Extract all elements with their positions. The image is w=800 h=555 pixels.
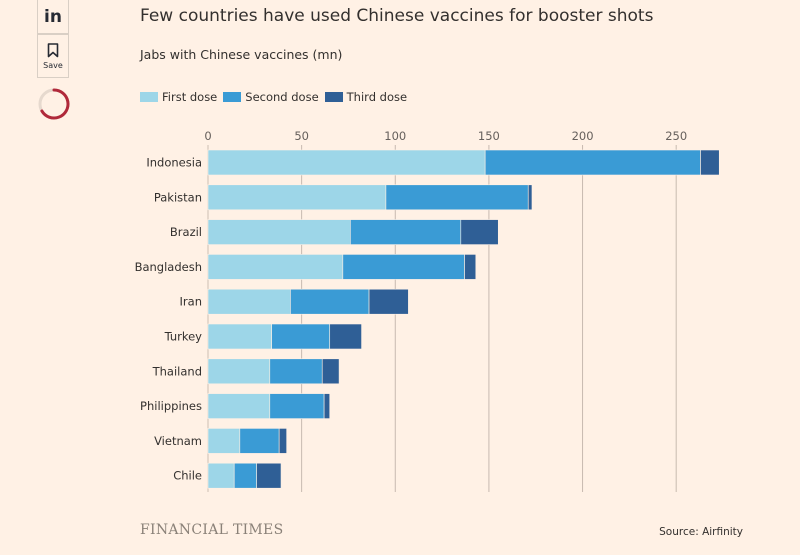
share-rail: in Save <box>37 0 71 78</box>
linkedin-share-button[interactable]: in <box>37 0 69 34</box>
chart-subtitle: Jabs with Chinese vaccines (mn) <box>140 47 343 62</box>
x-tick-label: 100 <box>384 129 406 143</box>
bar-second-dose <box>269 393 325 419</box>
source-note: Source: Airfinity <box>659 526 743 538</box>
bar-third-dose <box>323 393 331 419</box>
bar-third-dose <box>368 288 409 315</box>
bar-first-dose <box>207 288 291 315</box>
bar-first-dose <box>207 219 351 245</box>
bar-second-dose <box>385 184 529 211</box>
bar-third-dose <box>464 254 477 280</box>
legend-swatch-third-dose <box>324 92 343 102</box>
x-tick-label: 200 <box>572 129 594 143</box>
ft-logo: FINANCIAL TIMES <box>140 522 284 538</box>
legend-item-second-dose: Second dose <box>223 90 319 104</box>
bar-first-dose <box>207 149 486 176</box>
category-label: Thailand <box>152 364 202 378</box>
save-button[interactable]: Save <box>37 34 69 78</box>
legend-label-first-dose: First dose <box>162 90 218 104</box>
bar-first-dose <box>207 184 387 211</box>
bar-first-dose <box>207 254 344 280</box>
bar-second-dose <box>269 358 323 385</box>
bar-second-dose <box>271 323 331 350</box>
bar-second-dose <box>239 428 280 454</box>
chart-title: Few countries have used Chinese vaccines… <box>140 6 654 26</box>
x-tick-label: 250 <box>665 129 687 143</box>
category-label: Vietnam <box>154 434 202 448</box>
category-label: Indonesia <box>146 156 202 170</box>
save-label: Save <box>43 60 63 70</box>
bar-second-dose <box>484 149 701 176</box>
bar-first-dose <box>207 428 241 454</box>
bar-second-dose <box>233 462 257 489</box>
legend-label-third-dose: Third dose <box>346 90 408 104</box>
bar-first-dose <box>207 358 271 385</box>
bar-second-dose <box>342 254 465 280</box>
category-label: Iran <box>180 295 202 309</box>
category-label: Chile <box>173 469 202 483</box>
bar-third-dose <box>527 184 533 211</box>
linkedin-icon: in <box>44 6 62 27</box>
bar-first-dose <box>207 323 272 350</box>
category-label: Turkey <box>164 330 203 344</box>
x-tick-label: 150 <box>478 129 500 143</box>
loading-spinner-icon <box>37 87 71 121</box>
category-label: Bangladesh <box>135 260 202 274</box>
bar-first-dose <box>207 462 235 489</box>
x-tick-label: 0 <box>204 129 211 143</box>
bar-third-dose <box>321 358 340 385</box>
legend-swatch-first-dose <box>140 92 158 102</box>
bar-third-dose <box>256 462 282 489</box>
bookmark-icon <box>47 42 59 57</box>
bar-second-dose <box>290 288 370 315</box>
chart-legend: First dose Second dose Third dose <box>140 90 413 104</box>
bar-third-dose <box>700 149 720 176</box>
legend-item-first-dose: First dose <box>140 90 217 104</box>
bar-third-dose <box>278 428 287 454</box>
legend-swatch-second-dose <box>223 92 242 102</box>
legend-item-third-dose: Third dose <box>324 90 408 104</box>
bar-third-dose <box>460 219 499 245</box>
bar-second-dose <box>350 219 462 245</box>
category-label: Brazil <box>170 225 202 239</box>
category-label: Pakistan <box>154 190 202 204</box>
legend-label-second-dose: Second dose <box>245 90 319 104</box>
category-label: Philippines <box>140 399 202 413</box>
bar-first-dose <box>207 393 271 419</box>
bar-third-dose <box>329 323 362 350</box>
x-tick-label: 50 <box>294 129 309 143</box>
